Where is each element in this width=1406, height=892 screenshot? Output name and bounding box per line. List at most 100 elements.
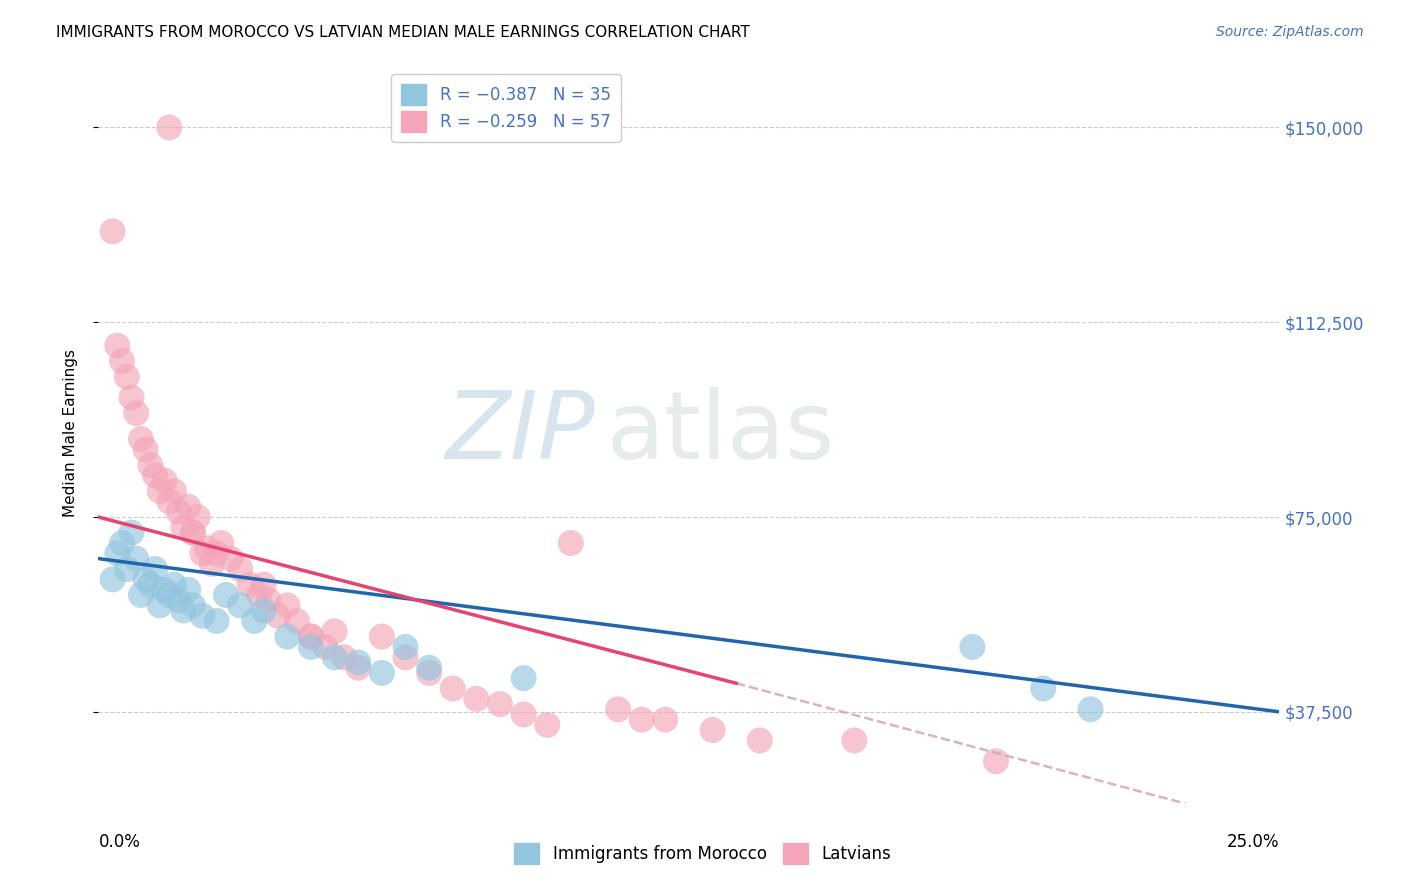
Point xyxy=(630,713,652,727)
Legend: R = −0.387   N = 35, R = −0.259   N = 57: R = −0.387 N = 35, R = −0.259 N = 57 xyxy=(391,74,620,142)
Point xyxy=(139,577,162,591)
Point xyxy=(276,630,298,644)
Text: 25.0%: 25.0% xyxy=(1227,833,1279,851)
Point xyxy=(191,608,214,623)
Point xyxy=(205,546,228,560)
Point xyxy=(201,557,224,571)
Point xyxy=(125,551,148,566)
Point xyxy=(536,718,558,732)
Point xyxy=(314,640,336,654)
Point xyxy=(299,640,322,654)
Point xyxy=(465,692,488,706)
Point xyxy=(299,630,322,644)
Point xyxy=(418,665,440,680)
Point xyxy=(347,656,370,670)
Point xyxy=(172,603,194,617)
Point xyxy=(157,588,180,602)
Point xyxy=(111,354,134,368)
Point xyxy=(157,494,180,508)
Point xyxy=(111,536,134,550)
Point xyxy=(105,546,128,560)
Point xyxy=(105,338,128,352)
Point xyxy=(163,577,186,591)
Point xyxy=(253,577,276,591)
Point xyxy=(323,624,346,639)
Point xyxy=(215,588,238,602)
Point xyxy=(299,630,322,644)
Point xyxy=(101,224,124,238)
Point xyxy=(101,573,124,587)
Point xyxy=(489,697,512,711)
Point xyxy=(153,582,176,597)
Point xyxy=(243,614,266,628)
Point xyxy=(371,665,394,680)
Y-axis label: Median Male Earnings: Median Male Earnings xyxy=(63,349,77,516)
Point xyxy=(143,562,166,576)
Point xyxy=(149,484,172,499)
Point xyxy=(253,603,276,617)
Point xyxy=(129,432,152,446)
Text: 0.0%: 0.0% xyxy=(98,833,141,851)
Text: IMMIGRANTS FROM MOROCCO VS LATVIAN MEDIAN MALE EARNINGS CORRELATION CHART: IMMIGRANTS FROM MOROCCO VS LATVIAN MEDIA… xyxy=(56,25,749,40)
Point xyxy=(195,541,218,556)
Point xyxy=(143,468,166,483)
Point xyxy=(125,406,148,420)
Point xyxy=(702,723,724,737)
Point xyxy=(748,733,770,747)
Point xyxy=(323,650,346,665)
Point xyxy=(115,562,138,576)
Point xyxy=(560,536,582,550)
Text: ZIP: ZIP xyxy=(444,387,595,478)
Point xyxy=(239,577,262,591)
Point xyxy=(219,551,242,566)
Point xyxy=(394,650,416,665)
Point xyxy=(333,650,356,665)
Point xyxy=(844,733,866,747)
Point xyxy=(135,442,157,457)
Point xyxy=(512,671,534,685)
Point xyxy=(135,573,157,587)
Text: atlas: atlas xyxy=(606,386,835,479)
Point xyxy=(962,640,984,654)
Point xyxy=(205,614,228,628)
Point xyxy=(418,661,440,675)
Point xyxy=(276,599,298,613)
Text: Source: ZipAtlas.com: Source: ZipAtlas.com xyxy=(1216,25,1364,39)
Point xyxy=(347,661,370,675)
Point xyxy=(512,707,534,722)
Point xyxy=(1032,681,1054,696)
Point xyxy=(177,582,200,597)
Point xyxy=(209,536,232,550)
Point xyxy=(1080,702,1102,716)
Point xyxy=(229,562,252,576)
Point xyxy=(129,588,152,602)
Point xyxy=(371,630,394,644)
Point xyxy=(285,614,308,628)
Point xyxy=(267,608,290,623)
Point xyxy=(607,702,630,716)
Point xyxy=(121,391,143,405)
Point xyxy=(149,599,172,613)
Point xyxy=(257,593,280,607)
Legend: Immigrants from Morocco, Latvians: Immigrants from Morocco, Latvians xyxy=(508,837,898,871)
Point xyxy=(157,120,180,135)
Point xyxy=(121,525,143,540)
Point xyxy=(229,599,252,613)
Point xyxy=(181,525,204,540)
Point xyxy=(394,640,416,654)
Point xyxy=(191,546,214,560)
Point xyxy=(172,520,194,534)
Point xyxy=(167,505,190,519)
Point xyxy=(167,593,190,607)
Point xyxy=(247,588,270,602)
Point xyxy=(177,500,200,514)
Point xyxy=(163,484,186,499)
Point xyxy=(181,599,204,613)
Point xyxy=(115,369,138,384)
Point xyxy=(187,510,209,524)
Point xyxy=(441,681,464,696)
Point xyxy=(984,754,1007,768)
Point xyxy=(139,458,162,472)
Point xyxy=(654,713,676,727)
Point xyxy=(153,474,176,488)
